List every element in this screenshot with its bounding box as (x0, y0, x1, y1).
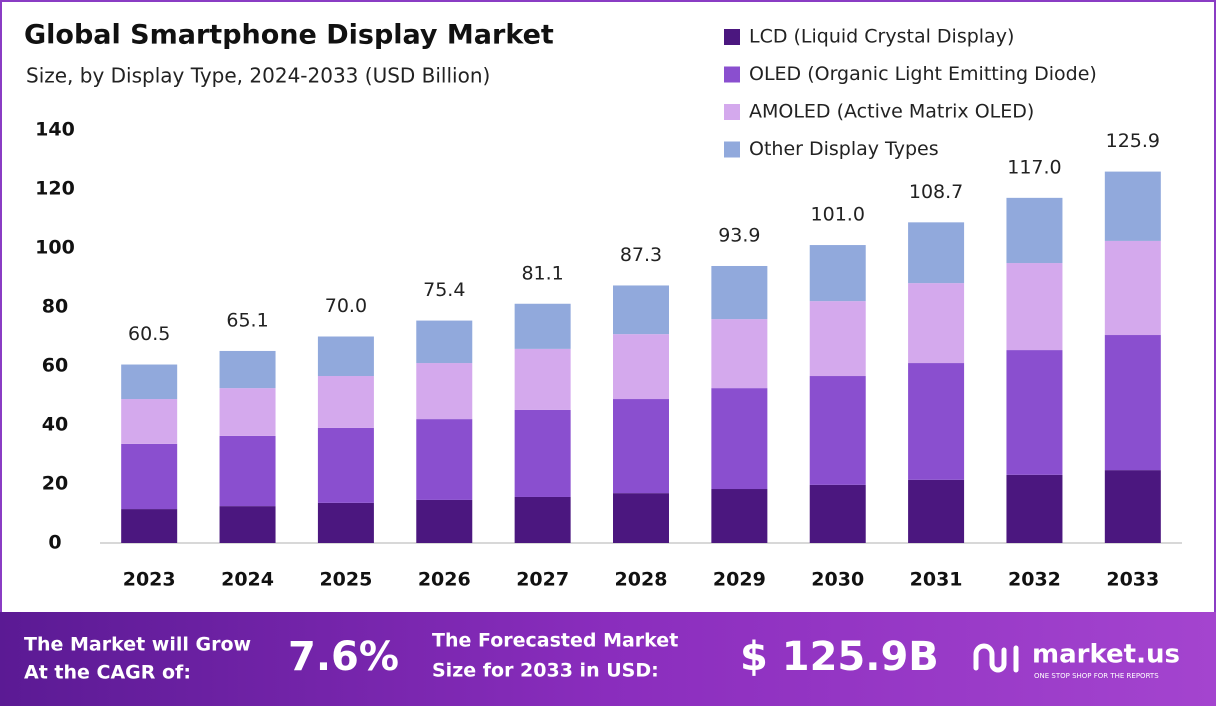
x-tick-label: 2033 (1106, 569, 1159, 591)
bar-segment (908, 222, 965, 284)
bar-segment (1006, 197, 1063, 264)
y-tick-label: 100 (35, 237, 75, 259)
x-tick-label: 2031 (910, 569, 963, 591)
bar-segment (1104, 240, 1161, 336)
forecast-text: The Forecasted Market (432, 630, 678, 652)
brand-logo (973, 643, 1019, 673)
chart-title: Global Smartphone Display Market (24, 20, 554, 51)
y-tick-label: 120 (35, 178, 75, 200)
bar-segment (317, 376, 374, 428)
total-label: 93.9 (718, 224, 760, 246)
forecast-text: Size for 2033 in USD: (432, 660, 659, 682)
bar-segment (1006, 474, 1063, 543)
total-label: 108.7 (909, 181, 963, 203)
bar-segment (1104, 470, 1161, 543)
bar-segment (121, 399, 178, 444)
y-tick-label: 0 (48, 532, 61, 554)
x-tick-label: 2024 (221, 569, 274, 591)
bar-segment (317, 427, 374, 503)
bar-segment (416, 320, 473, 364)
bar-segment (613, 493, 669, 543)
y-tick-label: 40 (42, 414, 68, 436)
y-tick-label: 20 (42, 473, 68, 495)
bar-segment (514, 409, 571, 497)
bar-segment (711, 489, 768, 543)
bar-segment (219, 506, 276, 543)
legend-label: LCD (Liquid Crystal Display) (749, 26, 1014, 48)
total-label: 87.3 (620, 244, 662, 266)
bar-segment (1006, 350, 1063, 475)
bar-segment (711, 319, 768, 389)
bar-segment (908, 283, 965, 364)
bar-segment (613, 285, 669, 335)
bar-segment (809, 245, 866, 302)
bar-segment (613, 334, 669, 400)
bar-segment (416, 419, 473, 500)
legend: LCD (Liquid Crystal Display) OLED (Organi… (724, 26, 1097, 160)
total-label: 125.9 (1106, 130, 1160, 152)
bar-segment (416, 499, 473, 543)
bar-segment (711, 388, 768, 490)
y-tick-label: 80 (42, 296, 68, 318)
bar-segment (514, 496, 571, 543)
x-tick-label: 2029 (713, 569, 766, 591)
bar-segment (514, 348, 571, 410)
bar-segment (219, 388, 276, 436)
bar-segment (908, 363, 965, 480)
brand-name: market.us (1032, 640, 1180, 670)
bar-segment (1006, 263, 1063, 351)
bar-segment (317, 336, 374, 377)
total-label: 81.1 (521, 262, 563, 284)
total-label: 117.0 (1007, 156, 1061, 178)
bar-segment (219, 435, 276, 507)
bar-segment (121, 364, 178, 400)
x-tick-label: 2032 (1008, 569, 1061, 591)
x-tick-label: 2025 (319, 569, 372, 591)
bar-segment (809, 301, 866, 377)
bar-segment (613, 399, 669, 494)
bar-segment (809, 484, 866, 543)
cagr-text: The Market will Grow (24, 634, 251, 656)
plot: 0 20 40 60 80 100 120 140 60.5 2023 65.1 2024 70.0 20… (35, 119, 1182, 591)
bar-segment (514, 303, 571, 349)
total-label: 60.5 (128, 323, 170, 345)
bar-segment (121, 509, 178, 543)
brand-tagline: ONE STOP SHOP FOR THE REPORTS (1034, 672, 1159, 680)
total-label: 75.4 (423, 279, 465, 301)
x-tick-label: 2028 (615, 569, 668, 591)
footer-banner (0, 612, 1216, 706)
bar-segment (908, 479, 965, 543)
total-label: 65.1 (226, 309, 268, 331)
bar-segment (219, 350, 276, 389)
cagr-text: At the CAGR of: (24, 662, 191, 684)
legend-label: Other Display Types (749, 138, 939, 160)
total-label: 101.0 (811, 204, 865, 226)
total-label: 70.0 (325, 295, 367, 317)
bar-segment (317, 502, 374, 543)
bar-segment (809, 376, 866, 485)
chart-subtitle: Size, by Display Type, 2024-2033 (USD Bi… (26, 64, 490, 88)
x-tick-label: 2030 (811, 569, 864, 591)
x-tick-label: 2026 (418, 569, 471, 591)
legend-swatch (724, 29, 740, 45)
legend-label: OLED (Organic Light Emitting Diode) (749, 63, 1097, 85)
y-tick-label: 60 (42, 355, 68, 377)
bar-segment (416, 363, 473, 420)
bar-segment (1104, 335, 1161, 471)
bar-segment (121, 443, 178, 510)
bar-segment (711, 265, 768, 320)
legend-label: AMOLED (Active Matrix OLED) (749, 101, 1034, 123)
legend-swatch (724, 104, 740, 120)
x-tick-label: 2027 (516, 569, 569, 591)
x-tick-label: 2023 (123, 569, 176, 591)
cagr-value: 7.6% (288, 634, 399, 680)
forecast-value: $ 125.9B (740, 634, 939, 680)
legend-swatch (724, 66, 740, 83)
bar-segment (1104, 171, 1161, 241)
legend-swatch (724, 141, 740, 158)
y-tick-label: 140 (35, 119, 75, 141)
